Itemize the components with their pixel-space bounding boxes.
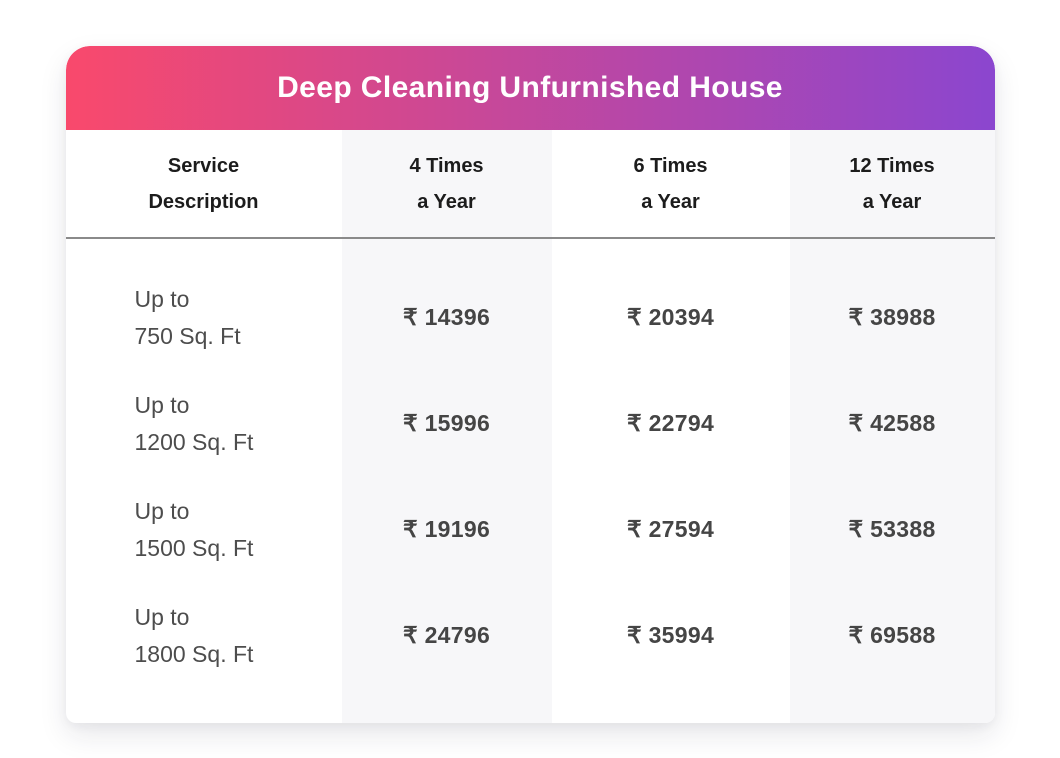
spacer <box>341 688 552 723</box>
price-cell-1500-6x: ₹ 27594 <box>626 516 715 542</box>
page-title: Deep Cleaning Unfurnished House <box>277 71 783 104</box>
spacer <box>789 688 995 723</box>
size-label-line: 1200 Sq. Ft <box>134 428 254 455</box>
size-label-line: Up to <box>134 603 190 630</box>
pricing-card: Deep Cleaning Unfurnished House Service … <box>65 46 995 723</box>
spacer <box>66 689 342 723</box>
price-cell-750-6x: ₹ 20394 <box>626 304 715 330</box>
size-label-line: 1800 Sq. Ft <box>134 640 254 667</box>
header-divider <box>65 237 995 239</box>
column-header-line: a Year <box>417 190 476 213</box>
price-cell-1200-12x: ₹ 42588 <box>789 370 995 477</box>
spacer <box>552 239 790 265</box>
column-header-12-times: 12 Times a Year <box>789 130 995 237</box>
spacer <box>552 689 790 723</box>
column-header-line: 4 Times <box>409 154 484 177</box>
size-label-line: Up to <box>134 497 190 524</box>
size-row-label-750: Up to 750 Sq. Ft <box>66 265 342 371</box>
size-label-line: Up to <box>134 285 190 312</box>
pricing-table: Service Description 4 Times a Year 6 Tim… <box>65 130 995 723</box>
size-row-label-1500: Up to 1500 Sq. Ft <box>66 477 342 583</box>
column-header-line: a Year <box>862 190 922 213</box>
size-label-line: 750 Sq. Ft <box>134 322 241 349</box>
price-cell-1500-12x: ₹ 53388 <box>789 476 995 583</box>
pricing-card-header: Deep Cleaning Unfurnished House <box>65 46 995 130</box>
price-cell-1800-6x: ₹ 35994 <box>626 622 715 648</box>
size-row-label-1800: Up to 1800 Sq. Ft <box>66 583 342 689</box>
column-header-service: Service Description <box>66 130 342 237</box>
column-header-4-times: 4 Times a Year <box>341 130 552 237</box>
spacer <box>341 238 552 265</box>
price-cell-1200-6x: ₹ 22794 <box>626 410 715 436</box>
column-header-line: a Year <box>641 190 700 213</box>
price-cell-1800-12x: ₹ 69588 <box>789 582 995 689</box>
price-cell-750-12x: ₹ 38988 <box>789 264 995 371</box>
column-header-line: 12 Times <box>849 154 935 177</box>
spacer <box>66 239 342 265</box>
size-label-line: Up to <box>134 391 190 418</box>
price-cell-750-4x: ₹ 14396 <box>341 264 552 371</box>
column-header-6-times: 6 Times a Year <box>552 130 790 237</box>
price-cell-1800-4x: ₹ 24796 <box>341 582 552 689</box>
spacer <box>789 238 995 265</box>
column-header-line: 6 Times <box>633 154 708 177</box>
column-header-line: Service <box>167 154 240 177</box>
price-cell-1200-4x: ₹ 15996 <box>341 370 552 477</box>
price-cell-1500-4x: ₹ 19196 <box>341 476 552 583</box>
column-header-line: Description <box>148 190 259 213</box>
size-label-line: 1500 Sq. Ft <box>134 534 254 561</box>
size-row-label-1200: Up to 1200 Sq. Ft <box>66 371 342 477</box>
